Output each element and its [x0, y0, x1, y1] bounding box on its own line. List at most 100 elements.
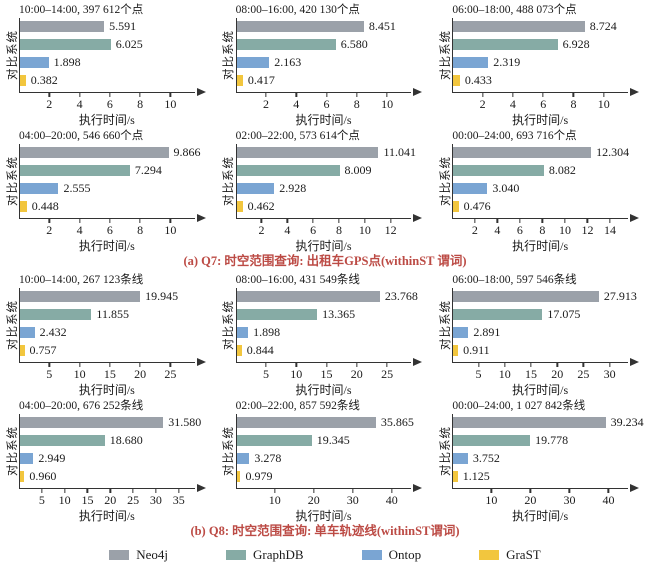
- tick-mark: [78, 363, 81, 367]
- x-axis-label: 执行时间/s: [512, 239, 569, 253]
- tick-mark: [109, 489, 111, 493]
- bar-value-label: 0.462: [247, 199, 275, 213]
- tick-label: 5: [46, 367, 53, 381]
- bar-neo4j: [236, 147, 379, 158]
- axis-arrow-icon: [630, 484, 639, 493]
- tick-label: 14: [603, 223, 616, 237]
- tick-label: 10: [164, 97, 177, 111]
- bar-graphdb: [20, 309, 92, 320]
- bar-graphdb: [20, 435, 105, 446]
- axis-arrow-icon: [196, 214, 206, 223]
- x-axis-label: 执行时间/s: [295, 509, 352, 523]
- bar-value-label: 19.778: [535, 433, 569, 447]
- x-axis-label: 执行时间/s: [512, 383, 569, 397]
- x-axis-line: [235, 214, 423, 223]
- axis-arrow-icon: [196, 88, 206, 97]
- bar-value-label: 0.844: [246, 343, 274, 357]
- tick-mark: [325, 93, 328, 97]
- tick-label: 10: [358, 223, 371, 237]
- legend-label: GraST: [506, 547, 541, 562]
- tick-label: 4: [284, 223, 291, 237]
- bar-grast: [20, 75, 26, 86]
- plot-area: 39.234 19.778 3.752 1.125 10 20 30 40 执行时间/s: [452, 414, 644, 525]
- bar-value-label: 6.580: [340, 37, 368, 51]
- bar-grast: [453, 345, 459, 356]
- subplot-title: 00:00–24:00, 1 027 842条线: [452, 400, 586, 412]
- bar-graphdb: [236, 165, 340, 176]
- bar-value-label: 11.855: [96, 307, 129, 321]
- bar-value-label: 19.345: [316, 433, 350, 447]
- tick-mark: [274, 489, 276, 493]
- tick-mark: [86, 489, 89, 493]
- tick-label: 10: [290, 367, 303, 381]
- tick-label: 6: [106, 97, 113, 111]
- tick-mark: [364, 219, 366, 223]
- x-axis-line: [19, 358, 206, 367]
- bar-graphdb: [453, 39, 558, 50]
- bar-neo4j: [453, 147, 592, 158]
- section-q7: 10:00–14:00, 397 612个点 对比系统 5.591 6.025 1.89…: [4, 2, 646, 272]
- tick-mark: [63, 489, 66, 493]
- tick-mark: [265, 363, 267, 367]
- tick-label: 6: [310, 223, 317, 237]
- bar-value-label: 18.680: [109, 433, 143, 447]
- bar-value-label: 1.125: [462, 469, 490, 483]
- subplot-title: 04:00–20:00, 676 252条线: [19, 400, 144, 412]
- bar-value-label: 12.304: [596, 145, 630, 159]
- subplot-title: 04:00–20:00, 546 660个点: [19, 130, 144, 142]
- x-axis-ticks: 2 4 6 8 10: [452, 93, 628, 113]
- tick-mark: [139, 363, 141, 367]
- axis-arrow-icon: [413, 484, 423, 493]
- tick-label: 15: [320, 367, 333, 381]
- tick-mark: [139, 93, 141, 97]
- x-axis-ticks: 10 20 30 40: [236, 489, 412, 509]
- tick-label: 10: [164, 223, 177, 237]
- legend-label: Neo4j: [136, 547, 169, 562]
- bar-value-label: 39.234: [610, 415, 644, 429]
- bar-neo4j: [20, 417, 164, 428]
- x-axis-ticks: 2 4 6 8 10 12: [236, 219, 412, 239]
- y-axis-label: 对比系统: [223, 30, 236, 80]
- tick-mark: [109, 219, 111, 223]
- tick-mark: [586, 219, 589, 223]
- bar-value-label: 0.960: [29, 469, 57, 483]
- bar-value-label: 13.365: [322, 307, 356, 321]
- bar-grast: [236, 201, 243, 212]
- tick-label: 30: [563, 493, 576, 507]
- legend-label: GraphDB: [253, 547, 304, 562]
- tick-label: 10: [558, 223, 571, 237]
- tick-mark: [132, 489, 134, 493]
- bar-value-label: 1.898: [53, 55, 81, 69]
- tick-label: 8: [353, 97, 360, 111]
- bar-ontop: [20, 327, 35, 338]
- tick-label: 2: [258, 223, 265, 237]
- tick-mark: [474, 219, 476, 223]
- tick-mark: [572, 93, 575, 97]
- subplot-q8-2: 08:00–16:00, 431 549条线 对比系统 23.768 13.365 1.…: [221, 272, 430, 397]
- subplot-title: 08:00–16:00, 420 130个点: [235, 4, 360, 16]
- x-axis-label: 执行时间/s: [78, 383, 135, 397]
- bar-value-label: 2.432: [39, 325, 67, 339]
- x-axis-ticks: 5 10 15 20 25 30 35: [19, 489, 195, 509]
- tick-mark: [41, 489, 43, 493]
- legend: Neo4j GraphDB Ontop GraST: [4, 542, 646, 568]
- tick-label: 25: [164, 367, 177, 381]
- tick-mark: [386, 363, 388, 367]
- subplot-title: 06:00–18:00, 488 073个点: [452, 4, 577, 16]
- section-q8: 10:00–14:00, 267 123条线 对比系统 19.945 11.855 2.…: [4, 272, 646, 542]
- plot-area: 35.865 19.345 3.278 0.979 10 20 30 40 执行时间/s: [235, 414, 423, 525]
- tick-mark: [609, 219, 611, 223]
- tick-label: 2: [46, 223, 53, 237]
- bar-value-label: 0.382: [30, 73, 58, 87]
- x-axis-ticks: 5 10 15 20 25 30: [452, 363, 628, 383]
- legend-swatch-icon: [479, 550, 500, 560]
- axis-arrow-icon: [196, 358, 206, 367]
- bar-ontop: [236, 453, 250, 464]
- tick-label: 10: [485, 493, 498, 507]
- tick-label: 20: [307, 493, 320, 507]
- bar-value-label: 3.040: [492, 181, 520, 195]
- tick-mark: [169, 93, 172, 97]
- bar-grast: [236, 345, 242, 356]
- bar-value-label: 2.949: [38, 451, 66, 465]
- x-axis-label: 执行时间/s: [295, 113, 352, 127]
